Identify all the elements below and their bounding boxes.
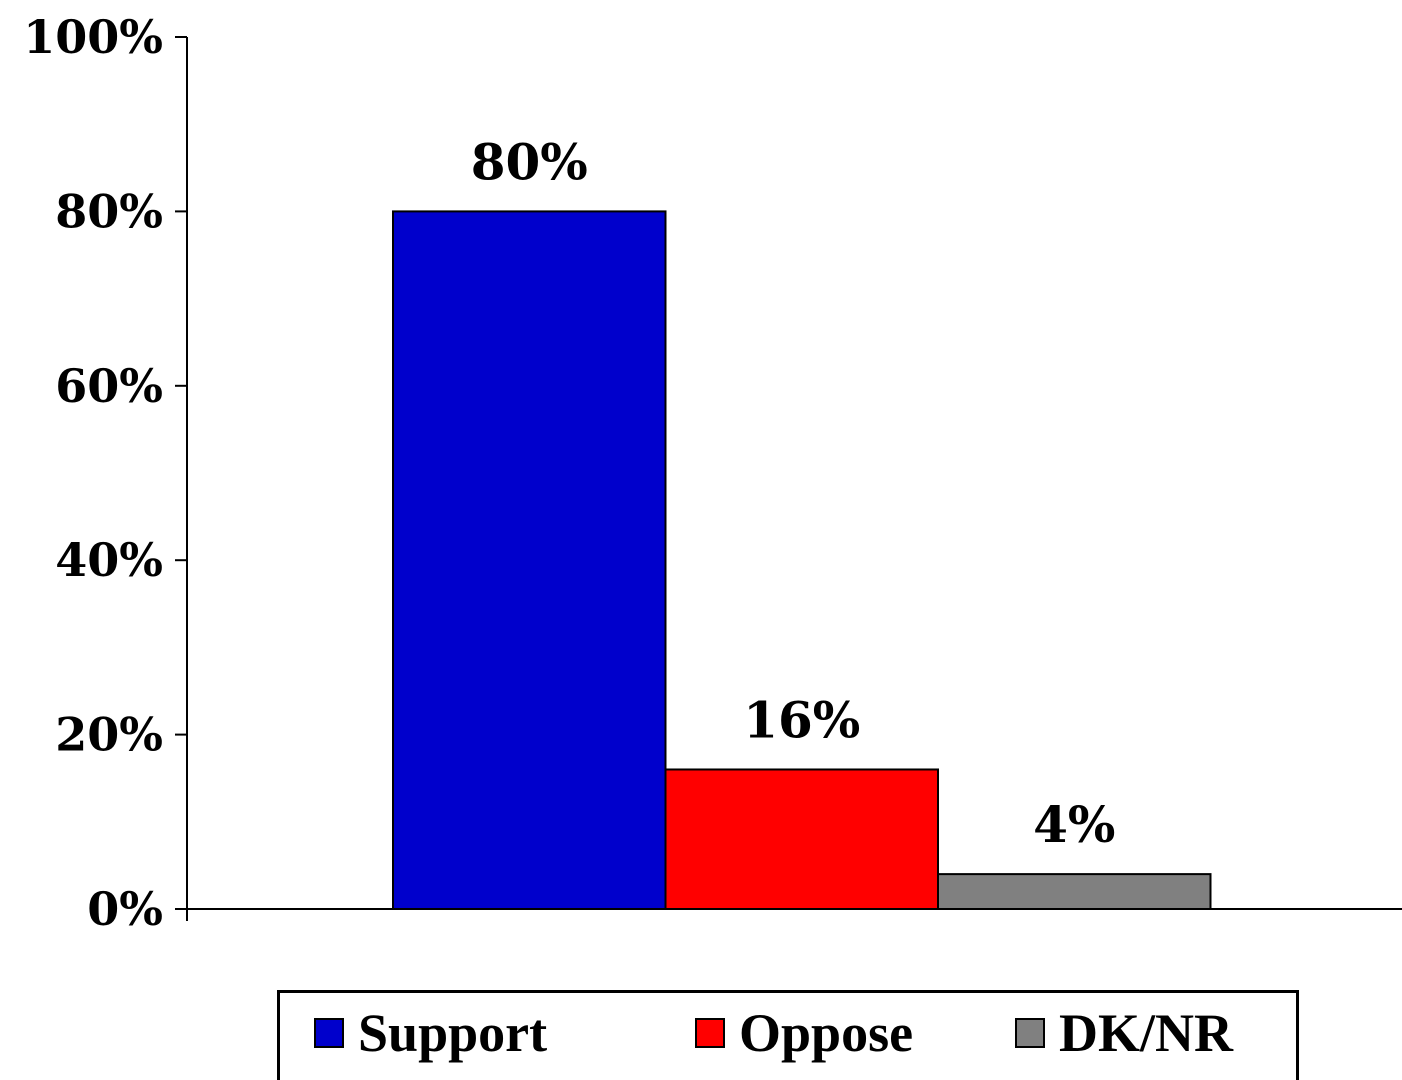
y-tick-label: 0% xyxy=(87,882,163,936)
legend-item-oppose: Oppose xyxy=(695,1003,913,1063)
data-label-oppose: 16% xyxy=(743,690,860,749)
y-axis: 0% 20% 40% 60% 80% 100% xyxy=(23,10,1402,936)
y-tick-label: 60% xyxy=(55,359,163,413)
y-tick-label: 80% xyxy=(55,184,163,238)
legend-label-dknr: DK/NR xyxy=(1059,1003,1233,1063)
legend-swatch-oppose xyxy=(695,1018,725,1048)
bar-support xyxy=(392,210,667,910)
legend-swatch-support xyxy=(314,1018,344,1048)
legend: Support Oppose DK/NR xyxy=(277,990,1299,1080)
y-tick-label: 20% xyxy=(55,708,163,762)
legend-label-support: Support xyxy=(358,1003,548,1063)
data-labels: 80% 16% 4% xyxy=(471,132,1116,854)
bars xyxy=(392,210,1212,910)
legend-label-oppose: Oppose xyxy=(739,1003,914,1063)
legend-item-support: Support xyxy=(314,1003,547,1063)
data-label-dknr: 4% xyxy=(1033,795,1115,854)
y-tick-label: 40% xyxy=(55,533,163,587)
data-label-support: 80% xyxy=(471,132,588,191)
legend-item-dknr: DK/NR xyxy=(1015,1003,1233,1063)
y-tick-label: 100% xyxy=(23,10,163,64)
legend-swatch-dknr xyxy=(1015,1018,1045,1048)
bar-dknr xyxy=(937,873,1212,910)
bar-oppose xyxy=(664,768,939,910)
